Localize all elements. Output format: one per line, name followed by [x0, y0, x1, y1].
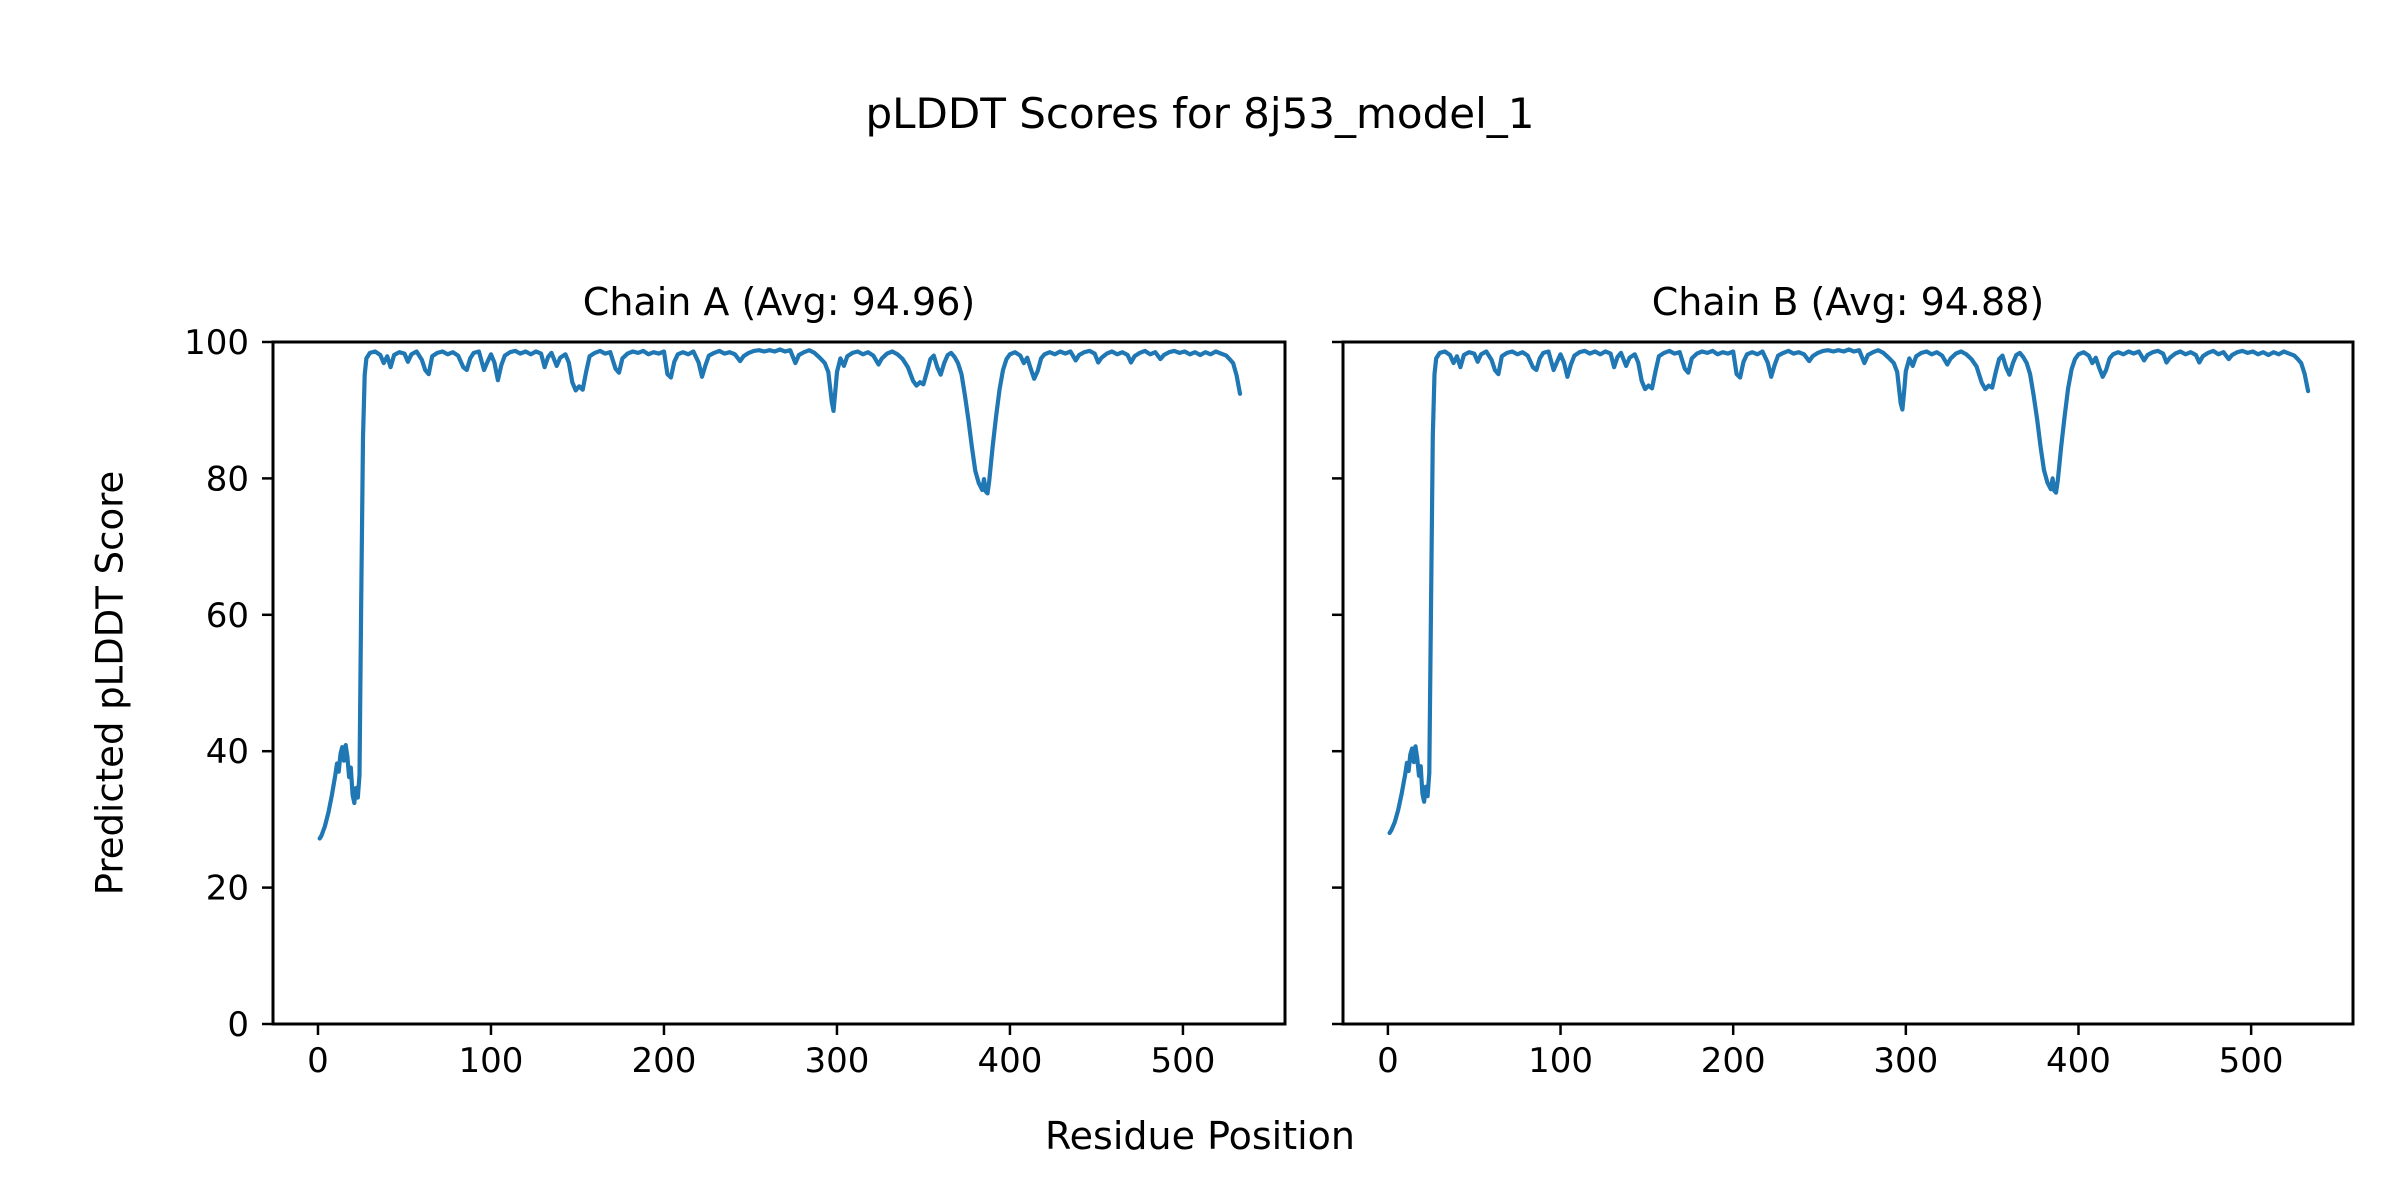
- chain-a-title: Chain A (Avg: 94.96): [582, 280, 976, 324]
- x-tick-label: 300: [1873, 1041, 1938, 1081]
- x-tick-label: 0: [307, 1041, 329, 1081]
- x-tick-label: 300: [804, 1041, 869, 1081]
- x-tick-label: 100: [459, 1041, 524, 1081]
- y-tick-label: 20: [206, 869, 249, 909]
- y-tick-label: 80: [206, 459, 249, 499]
- x-tick-label: 100: [1528, 1041, 1593, 1081]
- x-tick-label: 200: [1701, 1041, 1766, 1081]
- x-tick-label: 400: [2046, 1041, 2111, 1081]
- y-tick-label: 100: [184, 323, 249, 363]
- x-tick-label: 400: [977, 1041, 1042, 1081]
- y-tick-label: 60: [206, 596, 249, 636]
- axes-spines: [1341, 340, 2355, 1026]
- plddt-line-chain-a: [317, 347, 1243, 841]
- figure-title: pLDDT Scores for 8j53_model_1: [865, 89, 1535, 138]
- x-tick-label: 0: [1377, 1041, 1399, 1081]
- y-tick-label: 0: [227, 1005, 249, 1045]
- chain-b-title: Chain B (Avg: 94.88): [1651, 280, 2045, 324]
- axes-spines: [271, 340, 1287, 1026]
- x-tick-label: 500: [2219, 1041, 2284, 1081]
- y-axis-label: Predicted pLDDT Score: [88, 470, 132, 896]
- plddt-line-chain-b: [1387, 347, 2311, 836]
- x-tick-label: 200: [632, 1041, 697, 1081]
- chain-a-plot: 0 100 200 300 400 500 0 20 40 60 80 100: [184, 323, 1287, 1081]
- x-axis-label: Residue Position: [1044, 1114, 1356, 1158]
- x-tick-label: 500: [1150, 1041, 1215, 1081]
- y-tick-label: 40: [206, 732, 249, 772]
- chain-b-plot: 0 100 200 300 400 500: [1332, 340, 2355, 1081]
